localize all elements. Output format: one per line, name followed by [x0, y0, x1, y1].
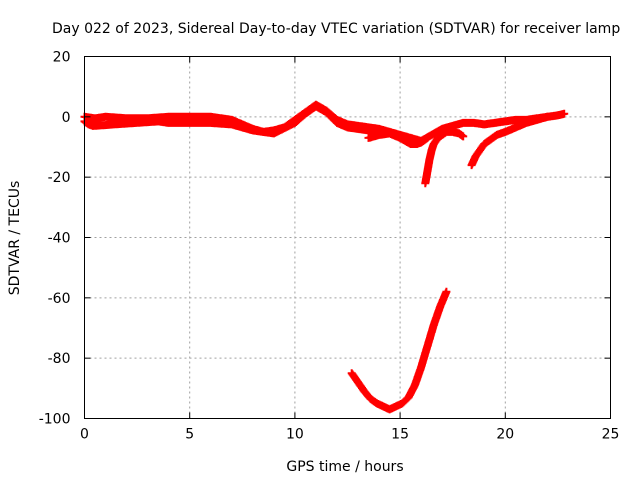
x-axis-label: GPS time / hours — [286, 459, 403, 475]
x-tick-label: 0 — [80, 427, 89, 443]
y-tick-label: -100 — [39, 412, 71, 428]
y-tick-label: -20 — [48, 170, 71, 186]
series-deep-dip — [347, 287, 451, 414]
series-rising-2 — [467, 112, 552, 170]
series-rising-1 — [421, 127, 468, 188]
x-tick-label: 5 — [185, 427, 194, 443]
series-markers — [347, 287, 451, 414]
x-tick-label: 10 — [286, 427, 304, 443]
x-tick-label: 20 — [496, 427, 514, 443]
series-markers — [421, 127, 468, 188]
series-branch-a — [364, 129, 432, 148]
x-tick-label: 25 — [602, 427, 620, 443]
series-markers — [364, 129, 432, 148]
y-tick-label: -80 — [48, 351, 71, 367]
data-series — [80, 100, 569, 414]
axis-ticks: 0 5 10 15 20 25 20 0 -20 -40 -60 -80 -100 — [39, 50, 620, 443]
series-markers — [467, 112, 552, 170]
y-tick-label: 0 — [62, 110, 71, 126]
chart-title: Day 022 of 2023, Sidereal Day-to-day VTE… — [52, 21, 620, 37]
y-tick-label: -60 — [48, 291, 71, 307]
grid-lines — [84, 56, 611, 419]
y-axis-label: SDTVAR / TECUs — [7, 181, 23, 296]
x-tick-label: 15 — [391, 427, 409, 443]
plot-frame — [84, 56, 611, 419]
y-tick-label: -40 — [48, 231, 71, 247]
y-tick-label: 20 — [53, 50, 71, 66]
